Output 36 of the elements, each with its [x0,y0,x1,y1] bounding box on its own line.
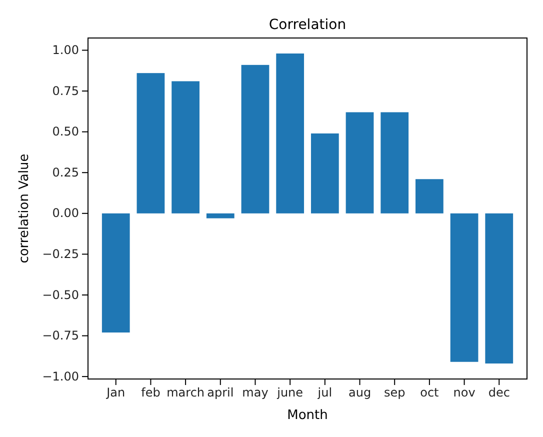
x-tick-label: aug [348,386,372,400]
x-tick-label: feb [141,386,160,400]
bar [485,213,514,364]
bar [102,213,130,332]
bar [241,64,270,214]
x-tick-label: jul [316,386,332,400]
bar [172,81,200,214]
x-tick-label: Jan [106,386,126,400]
bar [346,112,374,214]
x-tick-label: may [242,386,268,400]
bar [136,73,165,214]
x-tick-label: june [276,386,304,400]
y-tick-label: 0.50 [52,124,79,139]
bar [310,133,339,214]
bar [450,213,478,362]
y-tick-label: −0.50 [42,288,79,302]
x-axis-title: Month [287,408,328,423]
x-tick-label: sep [384,386,406,400]
y-axis-title: correlation Value [17,154,32,264]
bar [416,179,444,214]
chart-title: Correlation [268,17,346,33]
x-tick-label: oct [420,386,440,400]
y-tick-label: −0.25 [42,247,79,262]
y-tick-label: −0.75 [42,328,79,343]
y-tick-label: 0.00 [52,206,79,220]
bar [206,213,234,218]
bar [380,112,409,214]
x-tick-label: nov [453,386,476,400]
y-tick-label: 1.00 [52,43,79,58]
x-tick-label: march [166,386,205,400]
y-tick-label: −1.00 [42,369,79,384]
x-tick-label: april [207,386,234,400]
x-tick-label: dec [488,386,510,400]
bar [276,54,304,214]
y-tick-label: 0.75 [52,84,79,98]
y-tick-label: 0.25 [52,165,79,180]
